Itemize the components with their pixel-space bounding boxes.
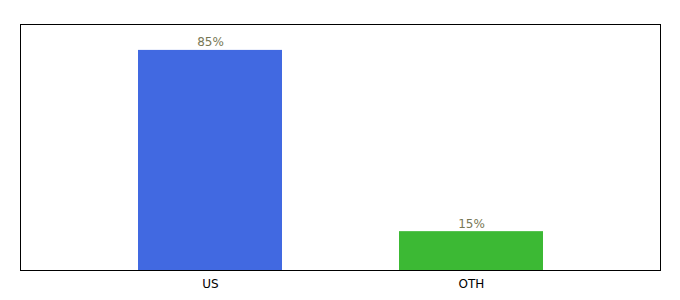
svg-text:15%: 15%	[458, 216, 485, 230]
svg-text:85%: 85%	[197, 35, 224, 49]
svg-text:US: US	[202, 277, 218, 291]
svg-text:OTH: OTH	[459, 277, 485, 291]
